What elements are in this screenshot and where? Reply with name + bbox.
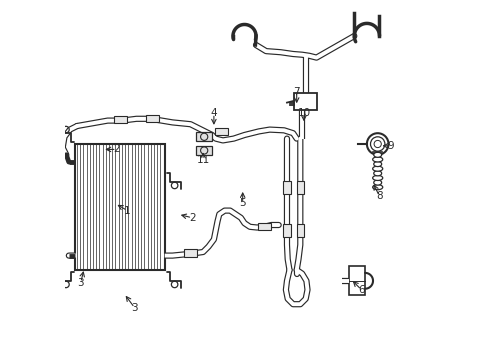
Bar xyxy=(348,266,365,295)
Text: 4: 4 xyxy=(210,108,217,118)
Text: 3: 3 xyxy=(77,278,84,288)
Ellipse shape xyxy=(372,157,382,162)
Bar xyxy=(257,223,270,230)
Text: 10: 10 xyxy=(297,108,310,118)
Bar xyxy=(283,224,290,237)
Bar xyxy=(196,146,212,155)
Ellipse shape xyxy=(372,185,382,190)
Text: 1: 1 xyxy=(124,206,131,216)
Ellipse shape xyxy=(373,180,381,185)
Text: 5: 5 xyxy=(239,198,245,208)
Text: 9: 9 xyxy=(386,141,393,151)
Ellipse shape xyxy=(372,166,382,171)
Ellipse shape xyxy=(373,152,381,157)
Text: 2: 2 xyxy=(188,213,195,223)
Bar xyxy=(183,249,197,257)
Bar xyxy=(296,224,303,237)
Bar xyxy=(75,144,165,270)
Text: 6: 6 xyxy=(357,285,364,295)
Bar xyxy=(214,128,227,135)
Text: 11: 11 xyxy=(196,155,209,165)
Ellipse shape xyxy=(373,162,381,167)
Bar xyxy=(283,181,290,194)
Bar xyxy=(114,116,126,123)
Ellipse shape xyxy=(372,175,382,180)
Bar xyxy=(294,93,317,110)
Bar xyxy=(296,181,303,194)
Bar xyxy=(196,132,212,141)
Bar xyxy=(146,115,159,122)
Text: 2: 2 xyxy=(113,144,120,154)
Text: 8: 8 xyxy=(375,191,382,201)
Ellipse shape xyxy=(373,171,381,176)
Text: 3: 3 xyxy=(131,303,138,313)
Text: 7: 7 xyxy=(293,87,300,97)
